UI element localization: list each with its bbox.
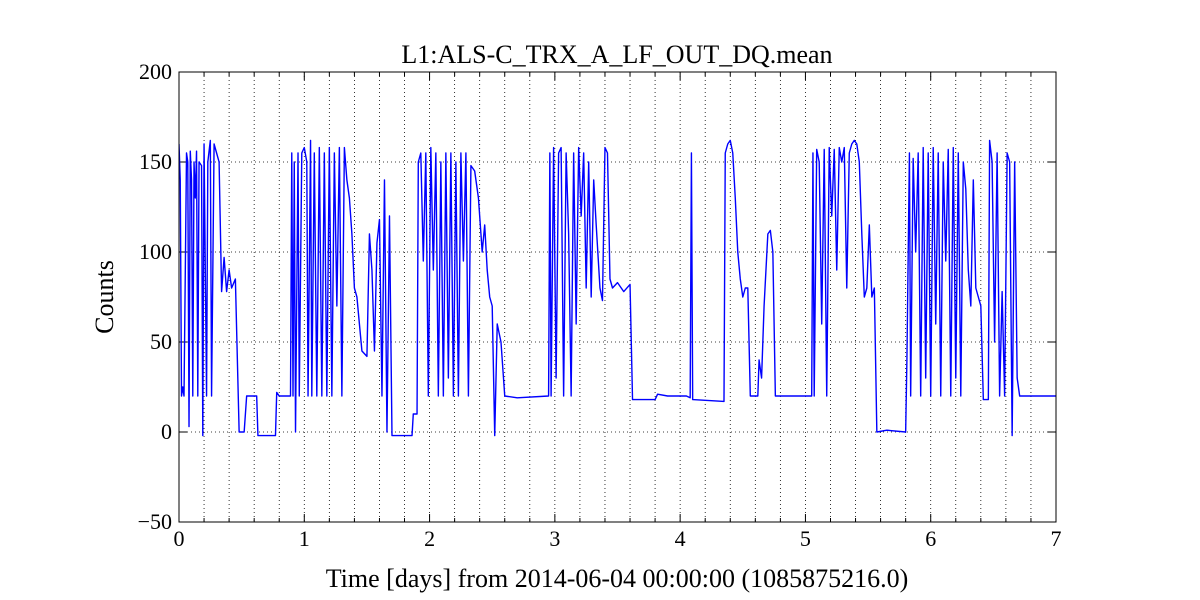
x-tick-label: 3: [549, 526, 560, 551]
x-tick-label: 1: [299, 526, 310, 551]
chart-title: L1:ALS-C_TRX_A_LF_OUT_DQ.mean: [401, 40, 832, 69]
y-tick-label: 150: [139, 149, 172, 174]
x-tick-label: 5: [800, 526, 811, 551]
y-axis-label: Counts: [90, 260, 119, 334]
x-tick-label: 0: [174, 526, 185, 551]
x-axis-label: Time [days] from 2014-06-04 00:00:00 (10…: [326, 564, 909, 593]
y-tick-label: 200: [139, 59, 172, 84]
plot-frame: [178, 71, 1057, 523]
y-tick-label: 100: [139, 239, 172, 264]
y-tick-label: 50: [150, 329, 172, 354]
x-tick-label: 6: [925, 526, 936, 551]
data-line: [179, 139, 1056, 437]
y-tick-label: 0: [161, 419, 172, 444]
x-tick-label: 4: [675, 526, 686, 551]
y-tick-label: −50: [138, 509, 172, 534]
x-tick-label: 7: [1051, 526, 1062, 551]
x-tick-label: 2: [424, 526, 435, 551]
